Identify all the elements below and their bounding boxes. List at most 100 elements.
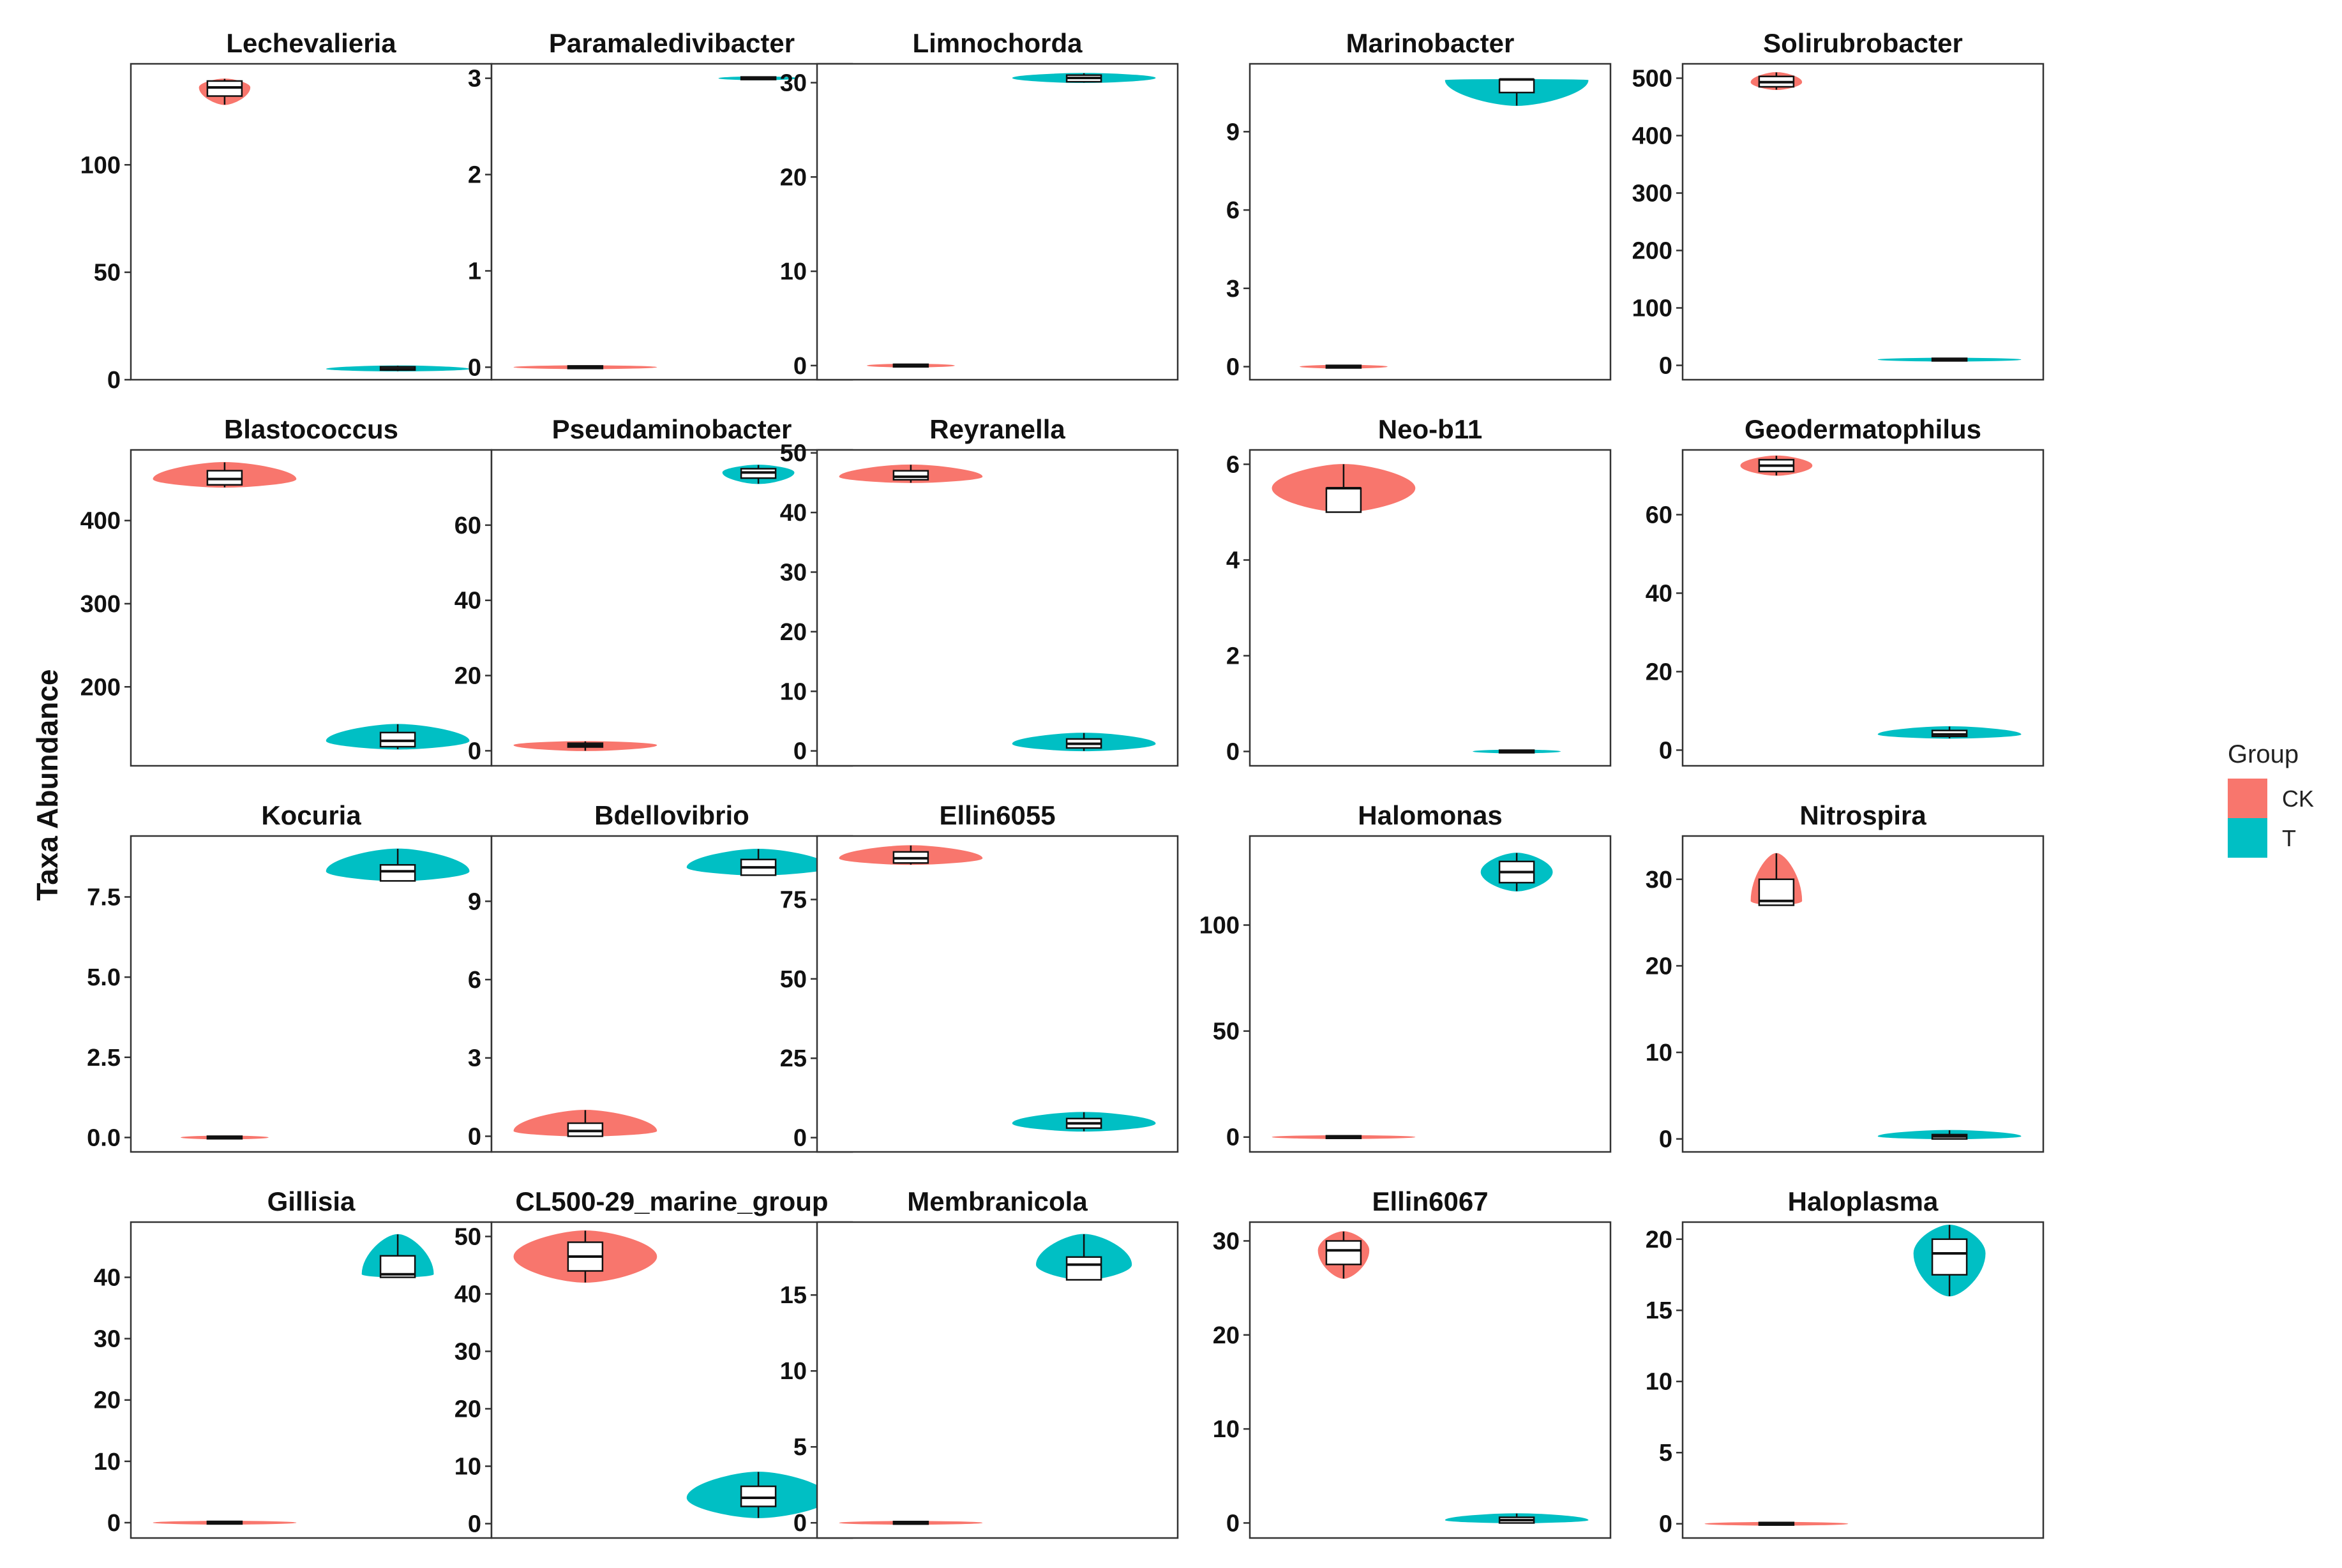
y-tick-label: 75 xyxy=(780,886,807,913)
y-tick-label: 100 xyxy=(1199,913,1240,939)
panel-title: Haloplasma xyxy=(1788,1186,1939,1216)
y-tick-label: 0 xyxy=(468,1123,481,1150)
y-tick-label: 30 xyxy=(454,1339,481,1366)
panel-frame xyxy=(490,63,853,381)
y-tick-label: 200 xyxy=(1632,238,1672,265)
y-tick-label: 50 xyxy=(1213,1019,1240,1045)
box-ck xyxy=(1325,487,1362,513)
y-tick-label: 50 xyxy=(780,440,807,467)
panel-title: Membranicola xyxy=(907,1186,1088,1216)
y-tick-label: 20 xyxy=(1646,659,1672,685)
panel-nitrospira: Nitrospira 0 10 20 30 xyxy=(1646,800,2045,1153)
y-tick-label: 0 xyxy=(793,1125,807,1152)
panel-grid: Lechevalieria050100Paramaledivibacter012… xyxy=(80,28,2045,1539)
y-tick-label: 10 xyxy=(1646,1369,1672,1396)
panel-title: Pseudaminobacter xyxy=(552,414,792,444)
y-tick-label: 3 xyxy=(468,66,481,93)
y-tick-label: 100 xyxy=(80,152,121,179)
y-tick-label: 30 xyxy=(1213,1228,1240,1255)
y-tick-label: 40 xyxy=(454,1281,481,1308)
y-tick-label: 60 xyxy=(1646,502,1672,528)
panel-marinobacter: Marinobacter 0 3 6 9 xyxy=(1226,28,1612,381)
panel-title: Marinobacter xyxy=(1346,28,1515,58)
y-tick-label: 0 xyxy=(793,738,807,765)
y-tick-label: 50 xyxy=(454,1224,481,1251)
panel-title: Limnochorda xyxy=(912,28,1083,58)
panel-title: Bdellovibrio xyxy=(594,800,749,830)
y-tick-label: 25 xyxy=(780,1045,807,1072)
y-tick-label: 0 xyxy=(1659,1511,1672,1538)
y-tick-label: 0 xyxy=(793,1510,807,1537)
y-axis-label: Taxa Abundance xyxy=(31,669,64,901)
y-tick-label: 2 xyxy=(468,162,481,189)
y-tick-label: 40 xyxy=(454,588,481,615)
panel-ellin6067: Ellin6067 0 10 20 30 xyxy=(1213,1186,1612,1539)
panel-title: Reyranella xyxy=(929,414,1065,444)
y-tick-label: 7.5 xyxy=(87,884,121,911)
panel-title: Ellin6067 xyxy=(1372,1186,1488,1216)
panel-limnochorda: Limnochorda 0 10 20 30 xyxy=(780,28,1179,381)
panel-title: Gillisia xyxy=(267,1186,356,1216)
panel-title: Neo-b11 xyxy=(1378,414,1482,444)
panel-kocuria: Kocuria 0.0 2.5 5.0 7.5 xyxy=(87,800,493,1153)
legend-title: Group xyxy=(2228,740,2299,768)
y-tick-label: 20 xyxy=(780,619,807,646)
panel-title: Kocuria xyxy=(261,800,361,830)
panel-ellin6055: Ellin6055 0 25 50 75 xyxy=(780,800,1179,1153)
y-tick-label: 0 xyxy=(1226,739,1240,766)
panel-cl500-29-marine-group: CL500-29_marine_group 0 10 20 30 40 50 xyxy=(454,1186,853,1539)
y-tick-label: 100 xyxy=(1632,295,1672,322)
panel-frame xyxy=(130,63,493,381)
y-tick-label: 9 xyxy=(1226,119,1240,146)
box-t xyxy=(1498,78,1535,94)
y-tick-label: 0 xyxy=(468,738,481,765)
panel-frame xyxy=(816,449,1179,767)
y-tick-label: 10 xyxy=(94,1449,121,1475)
panel-title: CL500-29_marine_group xyxy=(515,1186,828,1216)
box-t xyxy=(379,863,416,882)
legend-swatch-ck xyxy=(2228,779,2267,818)
y-tick-label: 50 xyxy=(780,966,807,993)
y-tick-label: 4 xyxy=(1226,548,1240,574)
panel-frame xyxy=(1249,63,1612,381)
panel-title: Nitrospira xyxy=(1799,800,1926,830)
y-tick-label: 9 xyxy=(468,888,481,915)
box-ck xyxy=(892,470,929,481)
y-tick-label: 60 xyxy=(454,512,481,539)
y-tick-label: 3 xyxy=(468,1045,481,1072)
panel-title: Blastococcus xyxy=(224,414,398,444)
y-tick-label: 0 xyxy=(107,1510,121,1537)
panel-frame xyxy=(1681,449,2045,767)
y-tick-label: 200 xyxy=(80,674,121,701)
panel-title: Paramaledivibacter xyxy=(549,28,795,58)
panel-frame xyxy=(1681,63,2045,381)
y-tick-label: 10 xyxy=(1213,1416,1240,1443)
panel-frame xyxy=(816,63,1179,381)
y-tick-label: 10 xyxy=(780,258,807,285)
panel-solirubrobacter: Solirubrobacter 0 100 200 300 400 500 xyxy=(1632,28,2045,381)
y-tick-label: 10 xyxy=(780,678,807,705)
y-tick-label: 6 xyxy=(468,967,481,994)
legend-label-t: T xyxy=(2282,825,2296,851)
y-tick-label: 0 xyxy=(468,1511,481,1538)
y-tick-label: 5.0 xyxy=(87,964,121,991)
y-tick-label: 50 xyxy=(94,260,121,287)
legend-label-ck: CK xyxy=(2282,786,2314,812)
y-tick-label: 40 xyxy=(94,1265,121,1292)
panel-frame xyxy=(490,835,853,1153)
y-tick-label: 300 xyxy=(80,591,121,618)
y-tick-label: 5 xyxy=(1659,1440,1672,1467)
y-tick-label: 20 xyxy=(454,1396,481,1423)
panel-neo-b11: Neo-b11 0 2 4 6 xyxy=(1226,414,1612,767)
y-tick-label: 2 xyxy=(1226,643,1240,670)
panel-frame xyxy=(816,835,1179,1153)
y-tick-label: 0 xyxy=(793,353,807,380)
panel-paramaledivibacter: Paramaledivibacter 0 1 2 3 xyxy=(468,28,853,381)
panel-title: Halomonas xyxy=(1358,800,1502,830)
y-tick-label: 10 xyxy=(454,1454,481,1481)
y-tick-label: 20 xyxy=(454,663,481,690)
panel-gillisia: Gillisia 0 10 20 30 40 xyxy=(94,1186,493,1539)
panel-geodermatophilus: Geodermatophilus 0 20 40 60 xyxy=(1646,414,2045,767)
y-tick-label: 0 xyxy=(107,367,121,394)
y-tick-label: 30 xyxy=(780,70,807,97)
